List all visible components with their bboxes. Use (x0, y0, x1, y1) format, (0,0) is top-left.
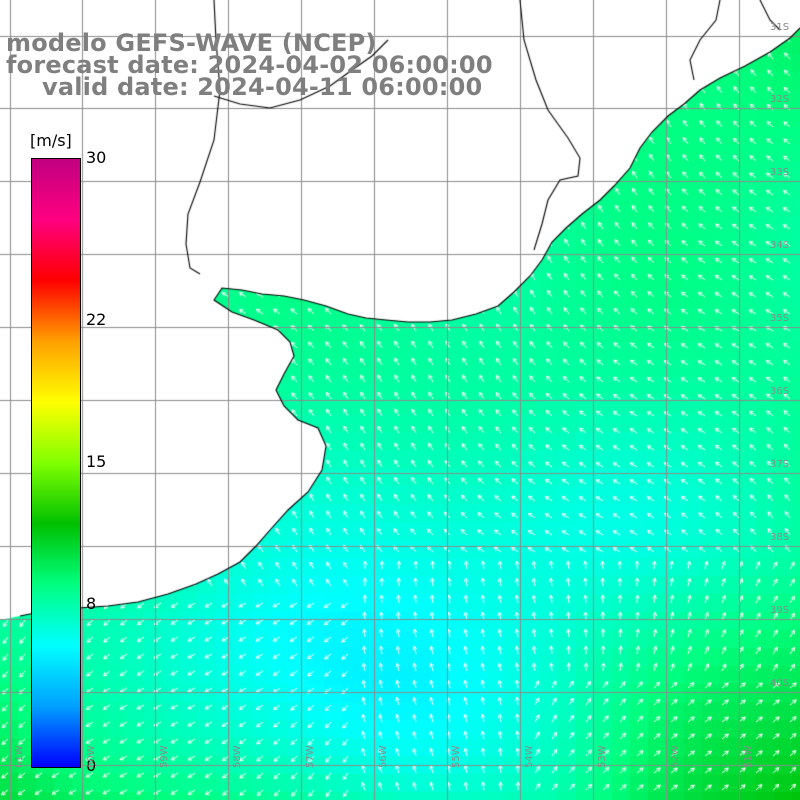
forecast-date: forecast date: 2024-04-02 06:00:00 (6, 51, 493, 79)
model-title: modelo GEFS-WAVE (NCEP) (6, 29, 377, 57)
longitude-label: 55W (451, 745, 462, 768)
longitude-label: 57W (305, 745, 316, 768)
latitude-label: 37S (770, 459, 790, 470)
latitude-label: 32S (770, 94, 790, 105)
longitude-label: 52W (670, 745, 681, 768)
latitude-label: 38S (770, 532, 790, 543)
longitude-label: 51W (743, 745, 754, 768)
latitude-label: 36S (770, 386, 790, 397)
valid-date: valid date: 2024-04-11 06:00:00 (42, 73, 483, 101)
latitude-label: 40S (770, 678, 790, 689)
longitude-label: 61W (14, 745, 25, 768)
colorbar-unit: [m/s] (30, 131, 72, 150)
longitude-label: 54W (524, 745, 535, 768)
latitude-label: 33S (770, 167, 790, 178)
latitude-label: 35S (770, 313, 790, 324)
colorbar-tick-label: 15 (86, 452, 107, 471)
latitude-label: 39S (770, 605, 790, 616)
colorbar-tick-label: 30 (86, 148, 107, 167)
colorbar (31, 158, 81, 768)
longitude-label: 56W (378, 745, 389, 768)
longitude-label: 53W (597, 745, 608, 768)
latitude-label: 34S (770, 240, 790, 251)
colorbar-tick-label: 0 (86, 756, 97, 775)
longitude-label: 60W (86, 745, 97, 768)
longitude-label: 59W (159, 745, 170, 768)
longitude-label: 58W (232, 745, 243, 768)
colorbar-tick-label: 22 (86, 310, 107, 330)
latitude-label: 31S (770, 22, 790, 33)
colorbar-tick-label: 8 (86, 593, 97, 613)
